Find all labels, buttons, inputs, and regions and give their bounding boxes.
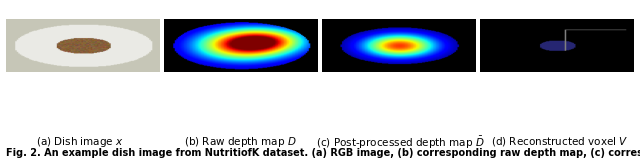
Text: Fig. 2. An example dish image from NutritiofK dataset. (a) RGB image, (b) corres: Fig. 2. An example dish image from Nutri… [6, 148, 640, 158]
Text: (a) Dish image $x$: (a) Dish image $x$ [36, 135, 124, 149]
Text: (d) Reconstructed voxel $V$: (d) Reconstructed voxel $V$ [492, 135, 628, 148]
Text: (b) Raw depth map $D$: (b) Raw depth map $D$ [184, 135, 296, 149]
Text: (c) Post-processed depth map $\bar{D}$: (c) Post-processed depth map $\bar{D}$ [316, 135, 484, 151]
